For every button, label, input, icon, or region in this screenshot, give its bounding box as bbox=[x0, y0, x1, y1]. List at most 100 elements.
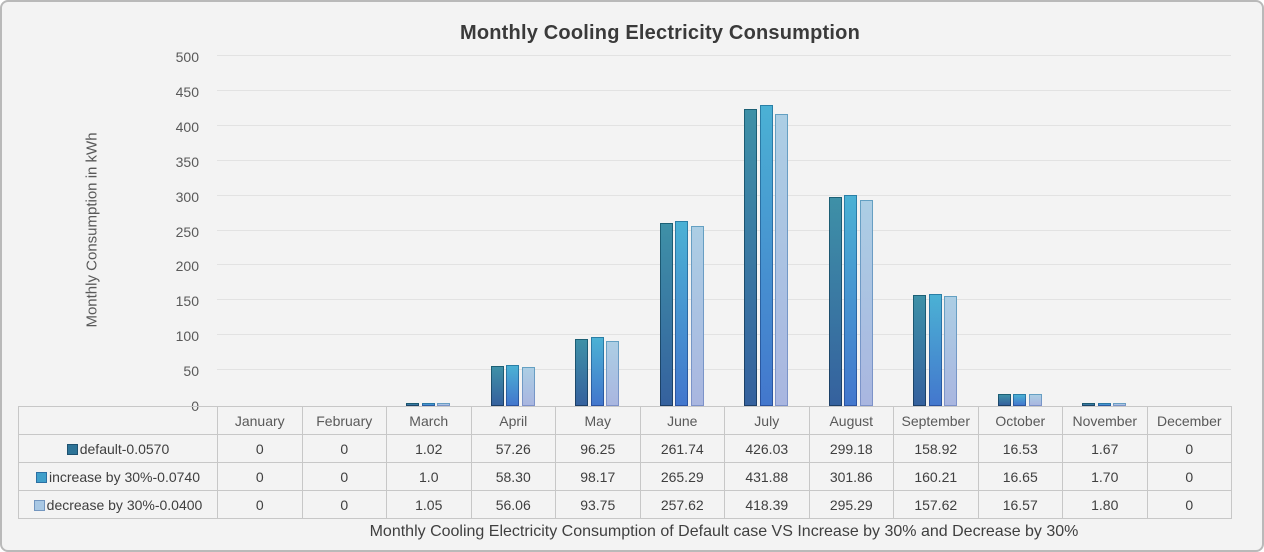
y-axis-label: Monthly Consumption in kWh bbox=[83, 132, 101, 328]
month-column bbox=[978, 55, 1063, 406]
bar-columns bbox=[217, 55, 1231, 406]
value-cell: 98.17 bbox=[555, 462, 641, 491]
y-tick-label: 150 bbox=[175, 293, 199, 310]
series-label-cell: increase by 30%-0.0740 bbox=[18, 462, 218, 491]
bar-decrease-by-30 bbox=[1113, 403, 1127, 406]
month-header-cell: September bbox=[893, 406, 979, 435]
month-column bbox=[302, 55, 387, 406]
value-cell: 16.65 bbox=[977, 462, 1063, 491]
bar-default bbox=[913, 295, 927, 406]
gridline bbox=[217, 160, 1231, 161]
month-column bbox=[640, 55, 725, 406]
month-column bbox=[1147, 55, 1232, 406]
value-cell: 93.75 bbox=[555, 490, 641, 519]
value-cell: 16.57 bbox=[977, 490, 1063, 519]
bar-increase-by-30 bbox=[506, 365, 520, 406]
y-axis-ticks: 500 450 400 350 300 250 200 150 100 50 0 bbox=[150, 49, 207, 414]
month-column bbox=[724, 55, 809, 406]
bar-increase-by-30 bbox=[928, 294, 942, 406]
value-cell: 299.18 bbox=[808, 434, 894, 463]
legend-swatch-decrease-by-30 bbox=[33, 499, 45, 511]
value-cell: 0 bbox=[217, 490, 303, 519]
series-name: increase by 30%-0.0740 bbox=[49, 468, 200, 485]
legend-swatch-increase-by-30 bbox=[36, 471, 47, 483]
legend-swatch-default bbox=[66, 443, 78, 455]
value-cell: 0 bbox=[1146, 490, 1232, 519]
value-cell: 1.02 bbox=[386, 434, 472, 463]
data-table: January February March April May June July Augu… bbox=[18, 406, 1232, 519]
value-cell: 261.74 bbox=[639, 434, 725, 463]
value-cell: 1.67 bbox=[1062, 434, 1148, 463]
bar-default bbox=[575, 339, 589, 406]
value-cell: 1.0 bbox=[386, 462, 472, 491]
gridline bbox=[217, 125, 1231, 126]
table-row-decrease-by-30: decrease by 30%-0.0400 0 0 1.05 56.06 93.75 25… bbox=[18, 490, 1232, 519]
chart-title: Monthly Cooling Electricity Consumption bbox=[459, 22, 861, 44]
y-tick-label: 100 bbox=[175, 328, 199, 345]
month-column bbox=[471, 55, 556, 406]
value-cell: 257.62 bbox=[639, 490, 725, 519]
bar-decrease-by-30 bbox=[437, 403, 451, 406]
value-cell: 157.62 bbox=[893, 490, 979, 519]
series-name: decrease by 30%-0.0400 bbox=[46, 496, 203, 513]
month-header-cell: June bbox=[639, 406, 725, 435]
value-cell: 1.80 bbox=[1062, 490, 1148, 519]
y-tick-label: 50 bbox=[183, 363, 199, 380]
bar-increase-by-30 bbox=[675, 221, 689, 406]
bar-increase-by-30 bbox=[590, 337, 604, 406]
value-cell: 0 bbox=[301, 490, 387, 519]
bar-default bbox=[659, 223, 673, 406]
bar-increase-by-30 bbox=[759, 105, 773, 406]
bar-increase-by-30 bbox=[421, 403, 435, 406]
y-tick-label: 350 bbox=[175, 153, 199, 170]
bar-default bbox=[490, 366, 504, 406]
value-cell: 426.03 bbox=[724, 434, 810, 463]
month-header-cell: November bbox=[1062, 406, 1148, 435]
month-column bbox=[386, 55, 471, 406]
value-cell: 0 bbox=[1146, 434, 1232, 463]
chart-caption: Monthly Cooling Electricity Consumption … bbox=[369, 523, 1079, 540]
y-tick-label: 400 bbox=[175, 118, 199, 135]
value-cell: 0 bbox=[301, 462, 387, 491]
month-header-cell: December bbox=[1146, 406, 1232, 435]
gridline bbox=[217, 264, 1231, 265]
value-cell: 1.05 bbox=[386, 490, 472, 519]
month-header-cell: October bbox=[977, 406, 1063, 435]
month-column bbox=[893, 55, 978, 406]
value-cell: 0 bbox=[301, 434, 387, 463]
bar-decrease-by-30 bbox=[944, 296, 958, 406]
table-row-default: default-0.0570 0 0 1.02 57.26 96.25 261.74 426.… bbox=[18, 434, 1232, 463]
value-cell: 301.86 bbox=[808, 462, 894, 491]
month-header-cell: April bbox=[470, 406, 556, 435]
gridline bbox=[217, 334, 1231, 335]
value-cell: 58.30 bbox=[470, 462, 556, 491]
bar-default bbox=[406, 403, 420, 406]
y-tick-label: 200 bbox=[175, 258, 199, 275]
gridline bbox=[217, 90, 1231, 91]
bar-decrease-by-30 bbox=[859, 200, 873, 406]
month-column bbox=[555, 55, 640, 406]
value-cell: 295.29 bbox=[808, 490, 894, 519]
y-tick-label: 250 bbox=[175, 223, 199, 240]
bar-increase-by-30 bbox=[1097, 403, 1111, 406]
gridline bbox=[217, 299, 1231, 300]
gridline bbox=[217, 195, 1231, 196]
plot-area bbox=[217, 55, 1231, 406]
month-column bbox=[809, 55, 894, 406]
bar-decrease-by-30 bbox=[690, 226, 704, 406]
series-name: default-0.0570 bbox=[79, 440, 170, 457]
table-corner-cell bbox=[18, 406, 218, 435]
series-label-cell: default-0.0570 bbox=[18, 434, 218, 463]
bar-increase-by-30 bbox=[1013, 394, 1027, 406]
month-header-cell: July bbox=[724, 406, 810, 435]
bar-default bbox=[1082, 403, 1096, 406]
value-cell: 158.92 bbox=[893, 434, 979, 463]
value-cell: 1.70 bbox=[1062, 462, 1148, 491]
value-cell: 96.25 bbox=[555, 434, 641, 463]
gridline bbox=[217, 55, 1231, 56]
value-cell: 16.53 bbox=[977, 434, 1063, 463]
bar-default bbox=[828, 197, 842, 406]
gridline bbox=[217, 230, 1231, 231]
month-header-cell: May bbox=[555, 406, 641, 435]
bar-increase-by-30 bbox=[844, 195, 858, 406]
